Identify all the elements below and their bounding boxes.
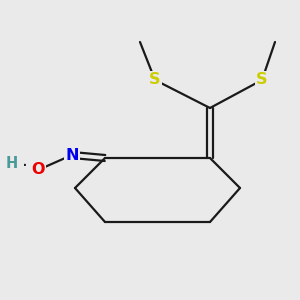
Text: S: S [256, 73, 268, 88]
Text: O: O [31, 163, 45, 178]
Text: H: H [6, 155, 18, 170]
Text: ·: · [22, 157, 28, 175]
Text: N: N [65, 148, 79, 163]
Text: S: S [149, 73, 161, 88]
